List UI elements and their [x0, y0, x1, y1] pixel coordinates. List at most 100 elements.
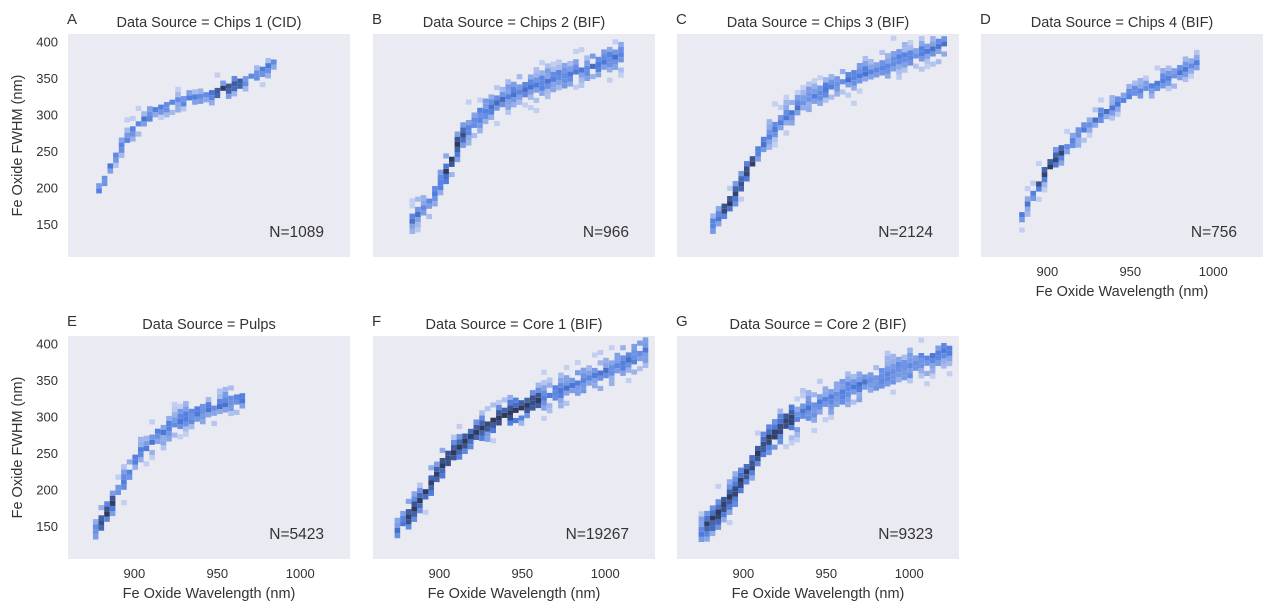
hist-bin: [451, 439, 457, 445]
panel-c: C Data Source = Chips 3 (BIF) N=2124: [676, 11, 959, 257]
hist-bin: [744, 166, 750, 172]
hist-bin: [454, 146, 461, 152]
hist-bin: [400, 510, 406, 516]
hist-bin: [896, 49, 902, 55]
hist-bin: [222, 386, 229, 392]
hist-bin: [811, 88, 818, 94]
hist-bin: [573, 48, 579, 54]
x-tick-label: 950: [511, 566, 533, 581]
hist-bin: [124, 132, 130, 138]
hist-bin: [726, 509, 733, 515]
hist-bin: [228, 385, 234, 391]
hist-bin: [1019, 227, 1025, 233]
hist-bin: [175, 86, 181, 92]
hist-bin: [428, 480, 434, 486]
hist-bin: [772, 127, 778, 133]
hist-bin: [738, 477, 744, 483]
hist-bin: [1069, 143, 1076, 149]
hist-bin: [606, 46, 613, 52]
hist-bin: [154, 433, 161, 439]
hist-bin: [608, 380, 615, 386]
hist-bin: [1109, 105, 1115, 111]
hist-bin: [556, 85, 562, 91]
y-tick-label: 250: [36, 144, 58, 159]
hist-bin: [578, 72, 585, 78]
hist-bin: [467, 433, 474, 439]
hist-bin: [563, 365, 570, 371]
hist-bin: [890, 353, 896, 359]
panel-e: E Data Source = Pulps N=5423 150 200 250 300 35…: [10, 313, 350, 602]
hist-bin: [890, 66, 897, 72]
hist-bin: [811, 407, 817, 413]
hist-bin: [805, 415, 812, 421]
hist-bin: [558, 403, 564, 409]
hist-bin: [732, 196, 739, 202]
hist-bin: [851, 75, 857, 81]
hist-bin: [194, 406, 200, 412]
hist-bin: [104, 501, 110, 507]
hist-bin: [698, 526, 705, 532]
hist-bin: [411, 496, 418, 502]
hist-bin: [834, 81, 840, 87]
hist-bin: [907, 60, 914, 66]
hist-bin: [149, 419, 155, 425]
hist-bin: [494, 85, 500, 91]
hist-bin: [789, 120, 795, 126]
hist-bin: [575, 390, 581, 396]
y-tick-label: 350: [36, 373, 58, 388]
hist-bin: [490, 417, 496, 423]
hist-bin: [228, 400, 234, 406]
x-axis-label: Fe Oxide Wavelength (nm): [123, 586, 296, 602]
hist-bin: [569, 388, 575, 394]
hist-bin: [186, 95, 192, 101]
hist-bin: [152, 107, 159, 113]
panel-title: Data Source = Pulps: [142, 317, 275, 333]
hist-bin: [539, 60, 545, 66]
hist-bin: [817, 399, 823, 405]
hist-bin: [907, 373, 913, 379]
hist-bin: [265, 73, 271, 79]
hist-bin: [194, 416, 200, 422]
hist-bin: [862, 76, 869, 82]
hist-bin: [563, 390, 570, 396]
hist-bin: [912, 355, 919, 361]
hist-bin: [918, 35, 925, 41]
hist-bin: [907, 352, 913, 358]
hist-bin: [467, 428, 474, 434]
hist-bin: [462, 448, 468, 454]
hist-bin: [788, 414, 795, 420]
hist-bin: [1120, 97, 1127, 103]
hist-bin: [845, 397, 851, 403]
hist-bin: [513, 397, 519, 403]
hist-bin: [771, 424, 778, 430]
hist-bin: [248, 73, 255, 79]
hist-bin: [200, 414, 206, 420]
hist-bin: [1086, 127, 1093, 133]
hist-bin: [1036, 160, 1042, 166]
hist-bin: [409, 213, 416, 219]
hist-bin: [225, 88, 232, 94]
hist-bin: [783, 110, 790, 116]
hist-bin: [409, 203, 416, 209]
hist-bin: [601, 54, 607, 60]
hist-bin: [205, 407, 212, 413]
hist-bin: [850, 399, 857, 405]
hist-bin: [862, 374, 868, 380]
hist-bin: [422, 509, 429, 515]
hist-bin: [930, 41, 936, 47]
hist-bin: [817, 378, 823, 384]
hist-bin: [584, 70, 590, 76]
hist-bin: [755, 456, 761, 462]
hist-bin: [169, 99, 176, 105]
hist-bin: [132, 459, 138, 465]
hist-bin: [811, 402, 817, 408]
hist-bin: [411, 511, 418, 517]
hist-bin: [794, 416, 800, 422]
hist-bin: [541, 405, 547, 411]
hist-bin: [823, 97, 829, 103]
hist-bin: [194, 411, 200, 417]
hist-bin: [197, 98, 204, 104]
hist-bin: [197, 93, 204, 99]
hist-bin: [603, 362, 609, 368]
